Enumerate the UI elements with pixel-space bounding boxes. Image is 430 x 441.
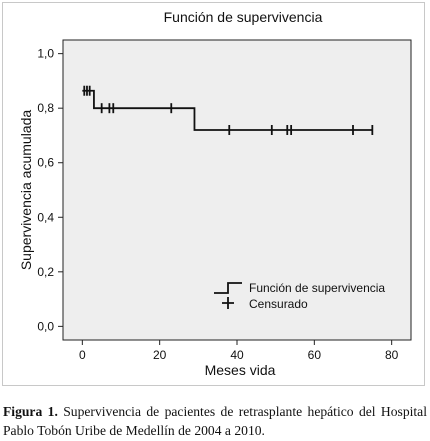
y-tick-label: 0,2 xyxy=(37,265,54,279)
x-tick-label: 80 xyxy=(385,348,399,362)
x-axis-label: Meses vida xyxy=(205,362,276,378)
caption-text: Supervivencia de pacientes de retrasplan… xyxy=(3,404,427,438)
legend-censor-symbol xyxy=(222,297,234,309)
x-tick-label: 20 xyxy=(153,348,167,362)
y-tick-label: 0,4 xyxy=(37,210,54,224)
y-axis-label: Supervivencia acumulada xyxy=(18,110,34,271)
legend: Función de supervivencia Censurado xyxy=(214,281,385,311)
figure-caption: Figura 1. Supervivencia de pacientes de … xyxy=(3,402,427,440)
y-tick-label: 0,8 xyxy=(37,101,54,115)
caption-label: Figura 1. xyxy=(3,404,58,419)
x-tick-label: 0 xyxy=(79,348,86,362)
chart-title: Función de supervivencia xyxy=(164,9,323,25)
series-layer xyxy=(82,85,374,135)
y-tick-label: 0,6 xyxy=(37,156,54,170)
x-tick-label: 40 xyxy=(230,348,244,362)
legend-censored-label: Censurado xyxy=(249,297,308,311)
survival-chart: Función de supervivencia 0,0 0,2 0,4 0,6 0,8… xyxy=(18,9,412,378)
y-tick-label: 0,0 xyxy=(37,319,54,333)
plot-area xyxy=(62,39,412,341)
legend-step-symbol xyxy=(214,282,242,294)
survival-step-line xyxy=(82,89,373,131)
axes: 0,0 0,2 0,4 0,6 0,8 1,0 0 20 40 60 80 xyxy=(37,47,398,362)
x-tick-label: 60 xyxy=(308,348,322,362)
y-tick-label: 1,0 xyxy=(37,47,54,61)
legend-survival-label: Función de supervivencia xyxy=(249,281,385,295)
